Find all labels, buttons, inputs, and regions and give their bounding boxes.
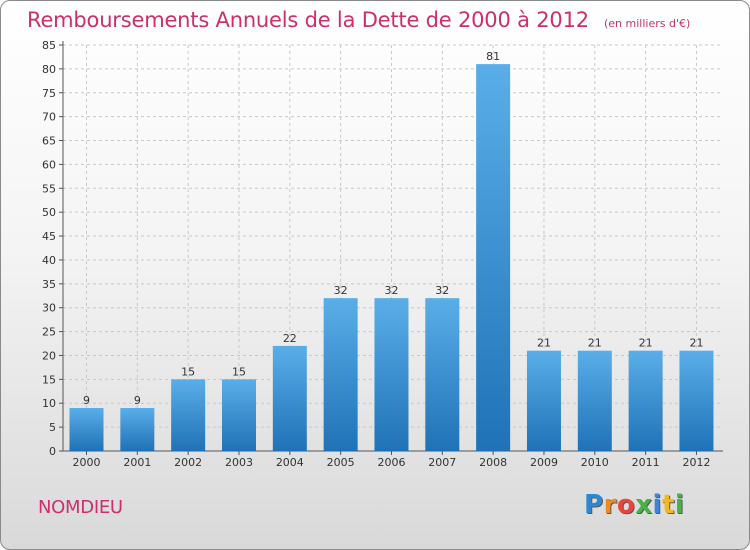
logo-letter: i: [652, 490, 662, 520]
value-label: 15: [181, 365, 195, 378]
chart-title: Remboursements Annuels de la Dette de 20…: [27, 8, 690, 32]
y-tick-label: 60: [42, 158, 56, 171]
value-label: 22: [283, 332, 297, 345]
x-tick-label: 2008: [479, 456, 507, 469]
x-tick-label: 2007: [428, 456, 456, 469]
y-tick-label: 85: [42, 39, 56, 52]
logo-letter: o: [616, 490, 636, 520]
y-tick-label: 0: [49, 445, 56, 458]
y-tick-label: 5: [49, 421, 56, 434]
value-label: 32: [384, 284, 398, 297]
bar: [425, 298, 460, 451]
logo-letter: t: [661, 490, 675, 520]
bar: [171, 379, 206, 451]
bar: [679, 350, 714, 451]
logo-letter: i: [674, 490, 685, 520]
x-tick-label: 2012: [682, 456, 710, 469]
proxiti-logo: Proxiti: [584, 490, 684, 520]
x-tick-label: 2009: [530, 456, 558, 469]
y-tick-label: 15: [42, 373, 56, 386]
value-label: 21: [537, 337, 551, 350]
bar: [628, 350, 663, 451]
x-tick-label: 2002: [174, 456, 202, 469]
bar: [69, 408, 104, 451]
bar: [272, 345, 307, 451]
x-tick-label: 2000: [73, 456, 101, 469]
x-tick-label: 2001: [123, 456, 151, 469]
x-tick-label: 2003: [225, 456, 253, 469]
x-tick-label: 2004: [276, 456, 304, 469]
bar: [221, 379, 256, 451]
x-tick-label: 2005: [327, 456, 355, 469]
y-tick-label: 45: [42, 230, 56, 243]
value-label: 21: [639, 337, 653, 350]
bar: [526, 350, 561, 451]
value-label: 81: [486, 50, 500, 63]
y-tick-label: 70: [42, 111, 56, 124]
y-tick-label: 40: [42, 254, 56, 267]
unit-note: (en milliers d'€): [604, 17, 691, 30]
x-tick-label: 2011: [632, 456, 660, 469]
bar: [374, 298, 409, 451]
y-tick-label: 25: [42, 326, 56, 339]
commune-name: NOMDIEU: [38, 497, 123, 518]
bars: [69, 64, 714, 451]
y-tick-label: 80: [42, 63, 56, 76]
y-tick-label: 50: [42, 206, 56, 219]
y-tick-label: 65: [42, 135, 56, 148]
value-label: 15: [232, 365, 246, 378]
logo-letter: x: [635, 490, 653, 520]
logo-letter: r: [603, 490, 617, 520]
value-label: 32: [334, 284, 348, 297]
y-tick-label: 30: [42, 302, 56, 315]
chart-title-text: Remboursements Annuels de la Dette de 20…: [27, 8, 589, 32]
value-label: 21: [588, 337, 602, 350]
bar: [577, 350, 612, 451]
y-tick-label: 35: [42, 278, 56, 291]
y-tick-label: 75: [42, 87, 56, 100]
x-tick-label: 2006: [377, 456, 405, 469]
bar: [476, 64, 511, 451]
y-tick-label: 55: [42, 182, 56, 195]
logo-letter: P: [584, 490, 604, 520]
bar: [323, 298, 358, 451]
bar: [120, 408, 155, 451]
x-tick-label: 2010: [581, 456, 609, 469]
y-tick-label: 10: [42, 397, 56, 410]
value-label: 32: [435, 284, 449, 297]
labels: 0 5 10 15 20 25 30 35 40 45 50 55 60 65 70 75 80 85 9 2000 9…: [42, 39, 710, 469]
value-label: 21: [689, 337, 703, 350]
y-tick-label: 20: [42, 349, 56, 362]
value-label: 9: [83, 394, 90, 407]
value-label: 9: [134, 394, 141, 407]
